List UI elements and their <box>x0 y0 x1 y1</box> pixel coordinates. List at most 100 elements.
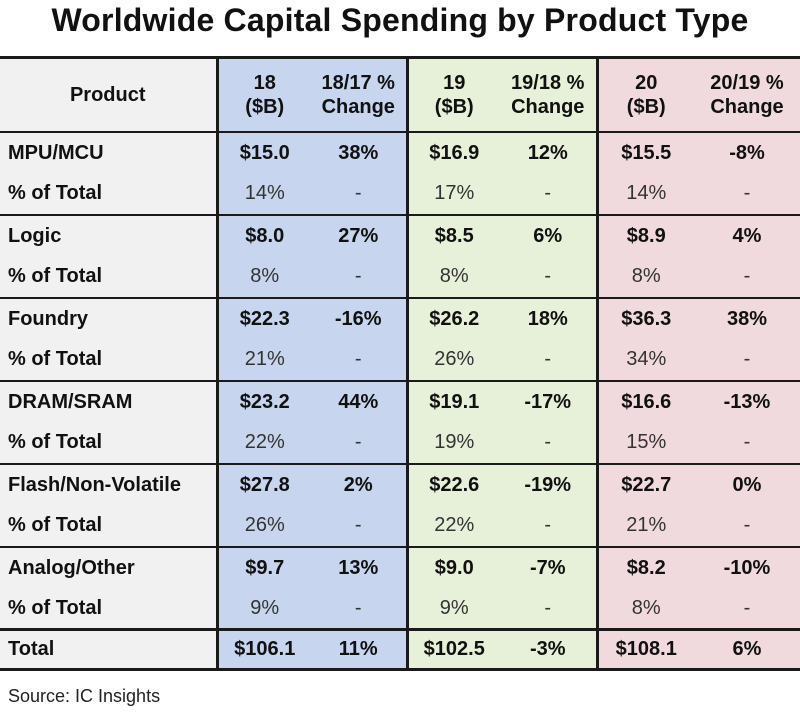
share-label: % of Total <box>0 505 217 547</box>
share-label: % of Total <box>0 339 217 381</box>
header-row: Product 18 ($B) 18/17 % Change 19 ($B) 19/1… <box>0 56 800 132</box>
share-20: 21% <box>595 505 694 547</box>
share-label: % of Total <box>0 256 217 298</box>
share-18: 26% <box>215 505 311 547</box>
change-19: -19% <box>500 462 597 506</box>
value-20: $8.2 <box>595 545 694 589</box>
product-name: DRAM/SRAM <box>0 379 217 423</box>
change-19: -17% <box>500 379 597 423</box>
total-18: $106.1 <box>215 628 311 671</box>
capital-spending-table: Product 18 ($B) 18/17 % Change 19 ($B) 19/1… <box>0 56 800 671</box>
share-18: 22% <box>215 422 311 464</box>
share-19-change-dash: - <box>500 256 597 298</box>
product-name: Flash/Non-Volatile <box>0 462 217 506</box>
total-row: Total $106.1 11% $102.5 -3% $108.1 6% <box>0 628 800 671</box>
header-18-change: 18/17 % Change <box>311 56 407 132</box>
share-20: 15% <box>595 422 694 464</box>
share-20-change-dash: - <box>694 173 800 215</box>
value-18: $8.0 <box>215 213 311 257</box>
change-18: 13% <box>311 545 407 589</box>
value-18: $15.0 <box>215 130 311 174</box>
share-row: % of Total 21% -26% -34% - <box>0 339 800 381</box>
table-row: MPU/MCU $15.0 38% $16.9 12% $15.5 -8% <box>0 130 800 174</box>
value-19: $26.2 <box>405 296 500 340</box>
total-19: $102.5 <box>405 628 500 671</box>
share-row: % of Total 8% -8% -8% - <box>0 256 800 298</box>
change-20: -8% <box>694 130 800 174</box>
share-19: 26% <box>405 339 500 381</box>
share-19: 9% <box>405 588 500 630</box>
chart-title: Worldwide Capital Spending by Product Ty… <box>51 2 749 38</box>
share-label: % of Total <box>0 422 217 464</box>
share-label: % of Total <box>0 588 217 630</box>
value-19: $16.9 <box>405 130 500 174</box>
header-product: Product <box>0 56 217 132</box>
value-20: $15.5 <box>595 130 694 174</box>
change-19: -7% <box>500 545 597 589</box>
share-19: 8% <box>405 256 500 298</box>
value-18: $27.8 <box>215 462 311 506</box>
share-20-change-dash: - <box>694 588 800 630</box>
share-20: 8% <box>595 256 694 298</box>
share-20-change-dash: - <box>694 339 800 381</box>
share-20: 14% <box>595 173 694 215</box>
share-row: % of Total 26% -22% -21% - <box>0 505 800 547</box>
share-19: 17% <box>405 173 500 215</box>
share-row: % of Total 14% -17% -14% - <box>0 173 800 215</box>
share-18: 9% <box>215 588 311 630</box>
change-18: 2% <box>311 462 407 506</box>
share-18-change-dash: - <box>311 339 407 381</box>
value-19: $22.6 <box>405 462 500 506</box>
share-18-change-dash: - <box>311 173 407 215</box>
value-18: $23.2 <box>215 379 311 423</box>
total-20: $108.1 <box>595 628 694 671</box>
share-19-change-dash: - <box>500 173 597 215</box>
header-18: 18 ($B) <box>215 56 311 132</box>
share-label: % of Total <box>0 173 217 215</box>
share-18-change-dash: - <box>311 256 407 298</box>
change-19: 6% <box>500 213 597 257</box>
change-18: 27% <box>311 213 407 257</box>
change-19: 12% <box>500 130 597 174</box>
share-20: 8% <box>595 588 694 630</box>
value-20: $8.9 <box>595 213 694 257</box>
value-19: $9.0 <box>405 545 500 589</box>
share-19-change-dash: - <box>500 339 597 381</box>
share-19-change-dash: - <box>500 505 597 547</box>
share-row: % of Total 22% -19% -15% - <box>0 422 800 464</box>
share-20-change-dash: - <box>694 256 800 298</box>
value-18: $22.3 <box>215 296 311 340</box>
share-20-change-dash: - <box>694 505 800 547</box>
value-20: $22.7 <box>595 462 694 506</box>
share-18-change-dash: - <box>311 422 407 464</box>
share-20: 34% <box>595 339 694 381</box>
product-name: MPU/MCU <box>0 130 217 174</box>
header-19: 19 ($B) <box>405 56 500 132</box>
total-change-18: 11% <box>311 628 407 671</box>
share-18: 8% <box>215 256 311 298</box>
product-name: Foundry <box>0 296 217 340</box>
change-19: 18% <box>500 296 597 340</box>
share-18-change-dash: - <box>311 505 407 547</box>
share-18: 21% <box>215 339 311 381</box>
product-name: Analog/Other <box>0 545 217 589</box>
table-row: Analog/Other $9.7 13% $9.0 -7% $8.2 -10% <box>0 545 800 589</box>
share-18: 14% <box>215 173 311 215</box>
change-20: 4% <box>694 213 800 257</box>
value-19: $19.1 <box>405 379 500 423</box>
total-change-20: 6% <box>694 628 800 671</box>
share-19-change-dash: - <box>500 422 597 464</box>
value-20: $16.6 <box>595 379 694 423</box>
header-19-change: 19/18 % Change <box>500 56 597 132</box>
product-name: Logic <box>0 213 217 257</box>
change-18: 44% <box>311 379 407 423</box>
change-18: 38% <box>311 130 407 174</box>
value-19: $8.5 <box>405 213 500 257</box>
change-20: 0% <box>694 462 800 506</box>
table-row: DRAM/SRAM $23.2 44% $19.1 -17% $16.6 -13% <box>0 379 800 423</box>
total-label: Total <box>0 628 217 671</box>
share-19: 22% <box>405 505 500 547</box>
change-20: -13% <box>694 379 800 423</box>
change-20: -10% <box>694 545 800 589</box>
table-row: Foundry $22.3 -16% $26.2 18% $36.3 38% <box>0 296 800 340</box>
